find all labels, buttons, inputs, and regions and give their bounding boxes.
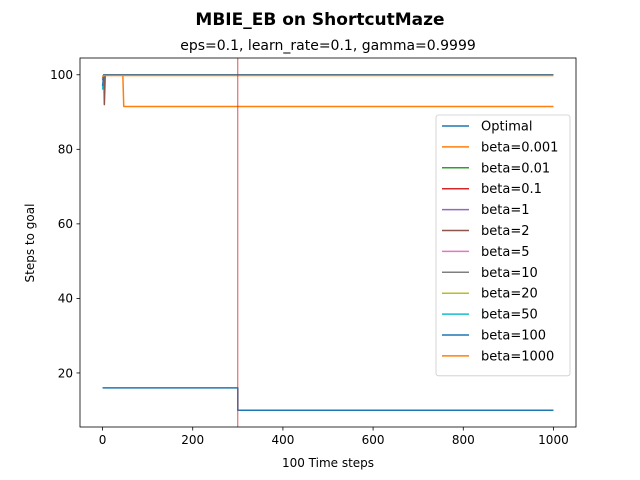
y-tick-label: 80	[58, 143, 73, 157]
x-tick-label: 400	[271, 433, 294, 447]
legend-entry: beta=1	[442, 203, 529, 218]
legend-entry: beta=0.1	[442, 182, 542, 197]
legend-label: beta=0.01	[481, 161, 550, 176]
legend-entry: beta=0.01	[442, 161, 550, 176]
legend: Optimal beta=0.001 beta=0.01 beta=0.1 beta=1…	[435, 114, 571, 377]
legend-label: beta=10	[481, 266, 538, 281]
legend-entry: beta=100	[442, 329, 546, 344]
legend-entry: Optimal	[442, 120, 532, 135]
series-line-beta-0-001	[101, 74, 554, 108]
y-tick-label: 60	[58, 217, 73, 231]
x-tick-label: 800	[452, 433, 475, 447]
legend-entry: beta=2	[442, 224, 529, 239]
plot-area: 0 200 400 600 800 1000 20 40 60 80 100	[50, 57, 577, 447]
legend-label: beta=2	[481, 224, 529, 239]
legend-label: Optimal	[481, 120, 532, 135]
x-tick-label: 0	[99, 433, 107, 447]
series-line-beta-50	[101, 74, 554, 90]
y-tick-label: 20	[58, 366, 73, 380]
legend-entry: beta=1000	[442, 349, 554, 364]
legend-label: beta=5	[481, 245, 529, 260]
series-line-beta-2	[101, 74, 554, 106]
legend-entry: beta=0.001	[442, 140, 558, 155]
legend-entry: beta=5	[442, 245, 529, 260]
x-tick-label: 600	[362, 433, 385, 447]
legend-box	[435, 114, 571, 377]
y-tick-label: 100	[50, 68, 73, 82]
y-tick-label: 40	[58, 292, 73, 306]
series-line-beta-1000	[102, 74, 554, 78]
y-axis-label: Steps to goal	[23, 204, 37, 283]
x-tick-label: 200	[181, 433, 204, 447]
x-tick-label: 1000	[538, 433, 569, 447]
legend-label: beta=100	[481, 329, 546, 344]
series-line-Optimal	[102, 387, 554, 411]
legend-label: beta=50	[481, 308, 538, 323]
legend-entry: beta=20	[442, 287, 538, 302]
chart-subtitle: eps=0.1, learn_rate=0.1, gamma=0.9999	[180, 38, 476, 54]
legend-label: beta=0.1	[481, 182, 542, 197]
chart-title: MBIE_EB on ShortcutMaze	[195, 10, 444, 30]
series-lines	[101, 74, 554, 411]
series-line-beta-100	[101, 74, 554, 87]
legend-entry: beta=10	[442, 266, 538, 281]
legend-label: beta=1000	[481, 349, 554, 364]
legend-label: beta=1	[481, 203, 529, 218]
legend-label: beta=20	[481, 287, 538, 302]
axes-frame	[79, 57, 577, 428]
legend-entry: beta=50	[442, 308, 538, 323]
legend-label: beta=0.001	[481, 140, 558, 155]
x-axis-label: 100 Time steps	[282, 456, 374, 470]
